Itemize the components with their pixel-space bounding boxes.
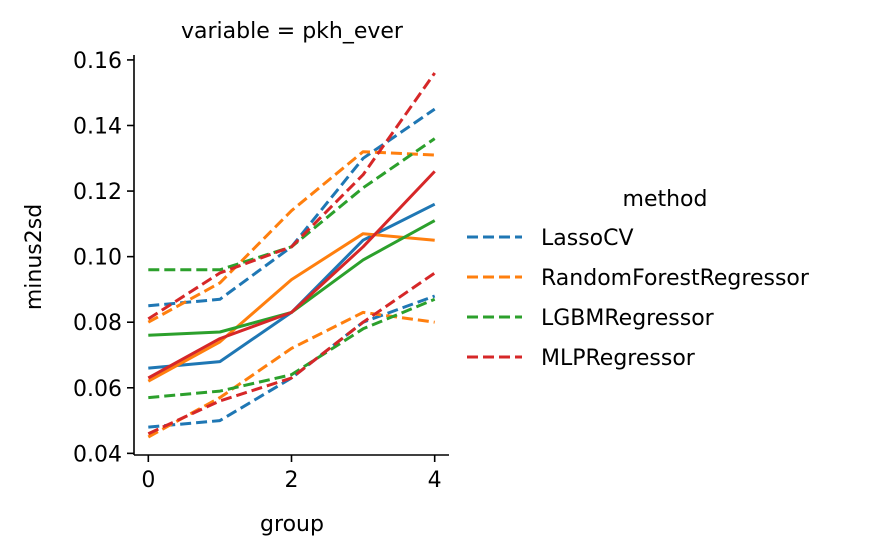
legend: method LassoCV RandomForestRegressor LGBMR…: [467, 187, 810, 371]
y-tick-label: 0.14: [73, 114, 122, 139]
series-line-lassocv-dashed-1: [148, 107, 436, 308]
series-line-randomforestregressor-dashed-4: [147, 150, 435, 324]
legend-label: RandomForestRegressor: [541, 266, 810, 291]
y-tick-label: 0.06: [73, 377, 122, 402]
x-tick-label: 2: [285, 468, 299, 493]
x-axis-label: group: [260, 512, 324, 537]
series-line-mlpregressor-dashed-10: [147, 72, 436, 321]
legend-label: LassoCV: [541, 226, 634, 251]
y-tick-label: 0.04: [73, 442, 122, 467]
legend-label: MLPRegressor: [541, 346, 696, 371]
x-tick-label: 0: [141, 468, 155, 493]
series-line-mlpregressor-dashed-11: [147, 271, 436, 436]
y-tick-label: 0.12: [73, 180, 122, 205]
legend-title: method: [623, 187, 708, 212]
series-line-lgbmregressor-dashed-7: [148, 137, 436, 272]
legend-entries: LassoCV RandomForestRegressor LGBMRegresso…: [467, 226, 810, 371]
x-ticks: 0 2 4: [141, 455, 442, 493]
y-axis-label: minus2sd: [22, 204, 47, 310]
plot-lines: [147, 72, 436, 439]
series-line-mlpregressor-solid-9: [147, 170, 436, 380]
y-tick-label: 0.08: [73, 311, 122, 336]
legend-label: LGBMRegressor: [541, 306, 715, 331]
y-tick-label: 0.16: [73, 49, 122, 74]
y-ticks: 0.04 0.06 0.08 0.10 0.12 0.14 0.16: [73, 49, 134, 467]
x-tick-label: 4: [428, 468, 442, 493]
chart-title: variable = pkh_ever: [181, 19, 404, 44]
series-line-randomforestregressor-solid-3: [147, 232, 435, 383]
series-line-lassocv-solid-0: [148, 202, 436, 370]
series-line-lgbmregressor-dashed-8: [148, 297, 436, 400]
y-tick-label: 0.10: [73, 246, 122, 271]
